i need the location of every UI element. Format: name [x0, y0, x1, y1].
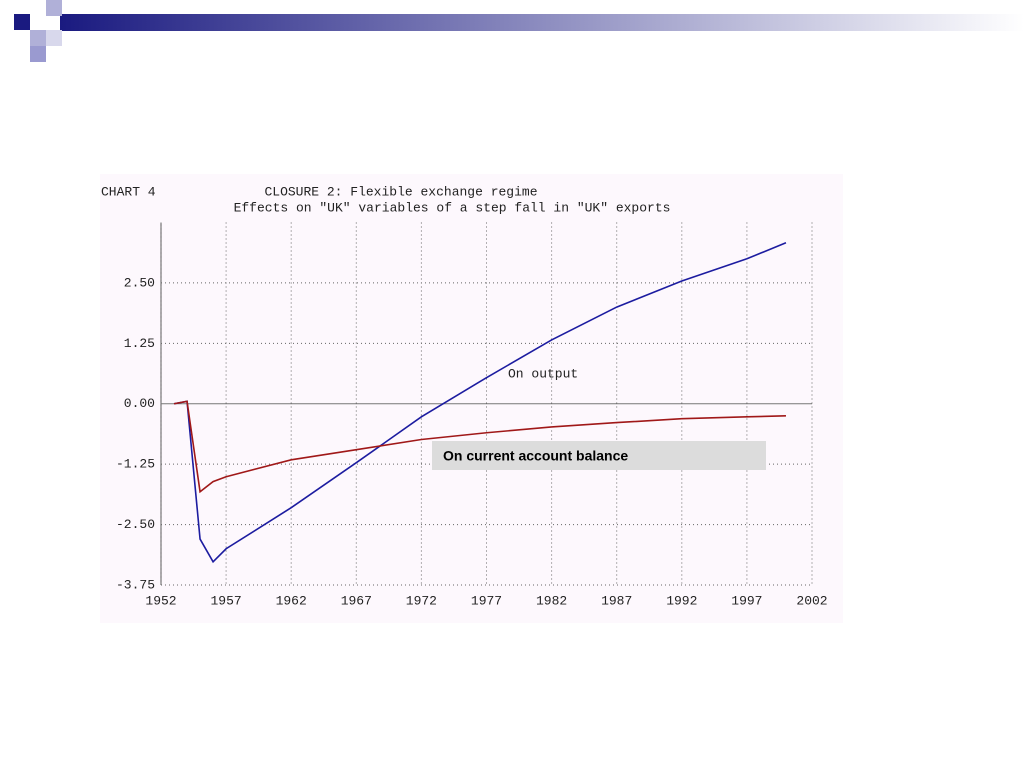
- chart-label: CHART 4: [101, 184, 156, 199]
- decor-square: [30, 46, 46, 62]
- x-tick-label: 1987: [601, 593, 632, 608]
- plot: -3.75 -2.50 -1.25 0.00 1.25 2.50 1952 1957 1962 1…: [116, 222, 828, 608]
- series-line: [173, 400, 786, 494]
- series-label: On current account balance: [443, 448, 628, 464]
- series-line: [173, 242, 787, 564]
- decor-square: [14, 14, 30, 30]
- x-tick-label: 1997: [731, 593, 762, 608]
- x-tick-label: 2002: [796, 593, 827, 608]
- x-tick-label: 1972: [406, 593, 437, 608]
- x-tick-label: 1992: [666, 593, 697, 608]
- x-tick-label: 1952: [145, 593, 176, 608]
- header-bar: [60, 14, 1024, 31]
- decor-square: [46, 30, 62, 46]
- y-tick-label: -2.50: [116, 517, 155, 532]
- y-tick-label: 0.00: [124, 396, 155, 411]
- decor-square: [30, 30, 46, 46]
- chart-background: [100, 174, 843, 623]
- y-tick-label: -3.75: [116, 577, 155, 592]
- x-tick-label: 1967: [341, 593, 372, 608]
- y-tick-label: 2.50: [124, 275, 155, 290]
- series-label: On output: [508, 366, 578, 381]
- y-tick-label: -1.25: [116, 457, 155, 472]
- x-tick-label: 1982: [536, 593, 567, 608]
- annotation-box: [432, 441, 766, 470]
- x-tick-label: 1962: [276, 593, 307, 608]
- x-tick-label: 1957: [210, 593, 241, 608]
- chart-title: CLOSURE 2: Flexible exchange regime: [264, 184, 537, 199]
- x-tick-label: 1977: [471, 593, 502, 608]
- y-tick-label: 1.25: [124, 336, 155, 351]
- chart-subtitle: Effects on "UK" variables of a step fall…: [234, 200, 671, 215]
- decor-square: [46, 0, 62, 16]
